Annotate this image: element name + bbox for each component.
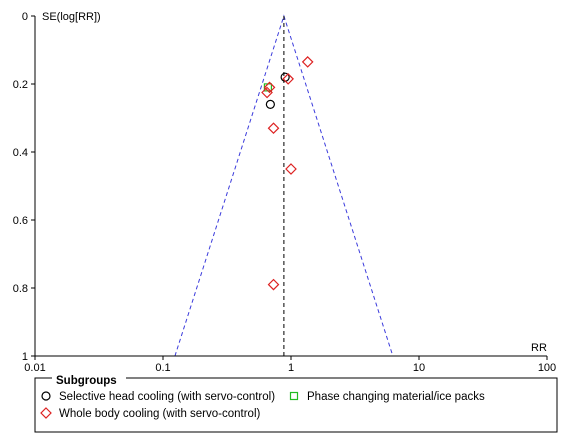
plot-area [174, 14, 394, 357]
y-tick-label: 0.4 [13, 147, 28, 159]
axes: SE(log[RR]) RR 00.20.40.60.810.01 0.1 1 10 1… [13, 11, 556, 374]
x-tick-label: 100 [538, 362, 556, 374]
x-axis-label: RR [531, 342, 547, 354]
diamond-data-point [261, 86, 273, 99]
y-tick-label: 0.2 [13, 79, 28, 91]
legend-box [34, 377, 558, 433]
x-tick-label: 1 [288, 362, 294, 374]
y-axis-label: SE(log[RR]) [42, 11, 101, 23]
y-tick-label: 0.6 [13, 215, 28, 227]
x-tick-label: 0.1 [155, 362, 170, 374]
legend-circle-marker [41, 391, 51, 401]
legend-label-whole-body-cooling: Whole body cooling (with servo-control) [59, 408, 261, 420]
diamond-data-point [267, 122, 280, 135]
legend-square-marker [289, 391, 299, 401]
diamond-data-point [301, 56, 314, 68]
diamond-data-point [267, 278, 280, 291]
diamond-data-point [282, 73, 294, 85]
legend-title: Subgroups [56, 375, 117, 387]
legend-label-selective-head-cooling: Selective head cooling (with servo-contr… [59, 391, 275, 403]
y-tick-label: 1 [22, 351, 28, 363]
diamond-data-point [263, 81, 276, 94]
legend-label-phase-changing-material: Phase changing material/ice packs [307, 391, 485, 403]
legend-title-backdrop [52, 371, 126, 385]
legend: Subgroups Selective head cooling (with s… [34, 371, 558, 433]
x-tick-label: 0.01 [24, 362, 45, 374]
y-tick-label: 0 [22, 11, 28, 23]
x-tick-label: 10 [413, 362, 425, 374]
circle-data-point [265, 99, 275, 110]
diamond-data-point [285, 163, 297, 175]
legend-diamond-marker [40, 407, 52, 419]
y-tick-label: 0.8 [13, 283, 28, 295]
